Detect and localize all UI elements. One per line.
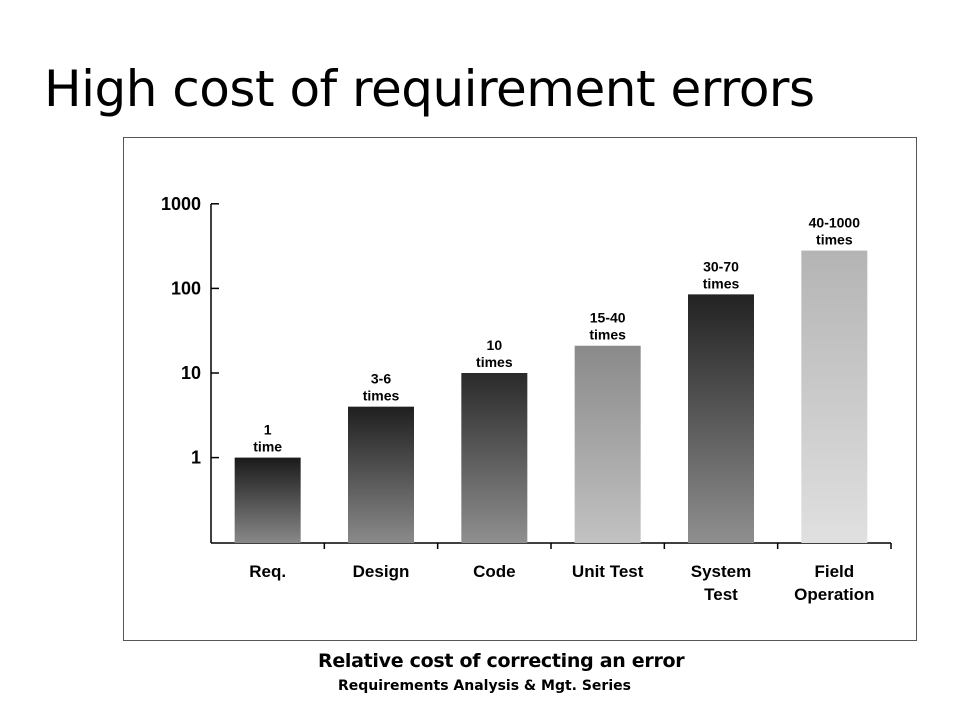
slide-title: High cost of requirement errors — [44, 60, 815, 118]
bar-data-label: 1 — [264, 422, 272, 438]
bar-1 — [348, 406, 414, 543]
y-tick-label: 1 — [191, 448, 201, 468]
bar-0 — [234, 457, 301, 543]
bar-3 — [574, 345, 641, 543]
x-category-label: Operation — [794, 585, 874, 604]
chart-caption: Relative cost of correcting an error — [318, 650, 685, 672]
bar-data-label: times — [703, 275, 740, 291]
bar-data-label: times — [476, 354, 513, 370]
bar-data-label: time — [253, 439, 282, 455]
x-category-label: Field — [814, 562, 854, 581]
bar-data-label: times — [589, 327, 626, 343]
x-category-label: System — [691, 562, 751, 581]
x-category-label: Test — [704, 585, 738, 604]
bar-data-label: times — [363, 388, 400, 404]
x-category-label: Unit Test — [572, 562, 644, 581]
x-category-label: Req. — [249, 562, 286, 581]
chart-subcaption: Requirements Analysis & Mgt. Series — [338, 678, 631, 694]
chart-frame: 1 10 100 1000 1 time Req. 3-6 times Design 10 times… — [123, 137, 917, 641]
bar-data-label: 3-6 — [371, 371, 391, 387]
y-tick-label: 1000 — [161, 194, 201, 214]
x-category-label: Code — [473, 562, 516, 581]
y-tick-label: 10 — [181, 363, 201, 383]
bar-5 — [801, 250, 868, 543]
bar-data-label: 40-1000 — [809, 215, 861, 231]
bar-data-label: 30-70 — [703, 258, 739, 274]
bar-2 — [461, 373, 528, 543]
bar-data-label: 10 — [487, 337, 503, 353]
y-tick-label: 100 — [171, 278, 201, 298]
bar-4 — [688, 294, 754, 543]
x-category-label: Design — [353, 562, 410, 581]
bar-data-label: 15-40 — [590, 310, 626, 326]
bar-data-label: times — [816, 232, 853, 248]
cost-bar-chart: 11010010001timeReq.3-6timesDesign10times… — [161, 194, 892, 604]
